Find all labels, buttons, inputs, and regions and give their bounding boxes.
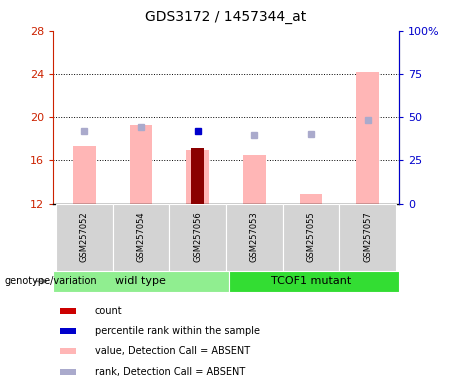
Bar [229, 271, 399, 292]
Bar [53, 271, 229, 292]
Text: count: count [95, 306, 122, 316]
Bar [130, 125, 152, 204]
Text: GSM257052: GSM257052 [80, 212, 89, 262]
Text: TCOF1 mutant: TCOF1 mutant [271, 276, 351, 286]
Bar [56, 204, 112, 271]
Bar [169, 204, 226, 271]
Bar [339, 204, 396, 271]
Bar [60, 328, 76, 334]
Text: GSM257056: GSM257056 [193, 212, 202, 263]
Bar [60, 308, 76, 314]
Text: value, Detection Call = ABSENT: value, Detection Call = ABSENT [95, 346, 249, 356]
Bar [283, 204, 339, 271]
Text: genotype/variation: genotype/variation [5, 276, 97, 286]
Bar [226, 204, 283, 271]
Bar [356, 72, 379, 204]
Bar [60, 369, 76, 375]
Text: GSM257057: GSM257057 [363, 212, 372, 263]
Text: GSM257053: GSM257053 [250, 212, 259, 263]
Text: GDS3172 / 1457344_at: GDS3172 / 1457344_at [145, 10, 307, 23]
Text: GSM257055: GSM257055 [307, 212, 315, 262]
Text: percentile rank within the sample: percentile rank within the sample [95, 326, 260, 336]
Bar [112, 204, 169, 271]
Text: GSM257054: GSM257054 [136, 212, 145, 262]
Text: widl type: widl type [115, 276, 166, 286]
Bar [243, 155, 266, 204]
Bar [186, 149, 209, 204]
Bar [300, 194, 322, 204]
Bar [60, 349, 76, 354]
Bar [191, 149, 204, 204]
Text: rank, Detection Call = ABSENT: rank, Detection Call = ABSENT [95, 367, 245, 377]
Bar [73, 146, 95, 204]
